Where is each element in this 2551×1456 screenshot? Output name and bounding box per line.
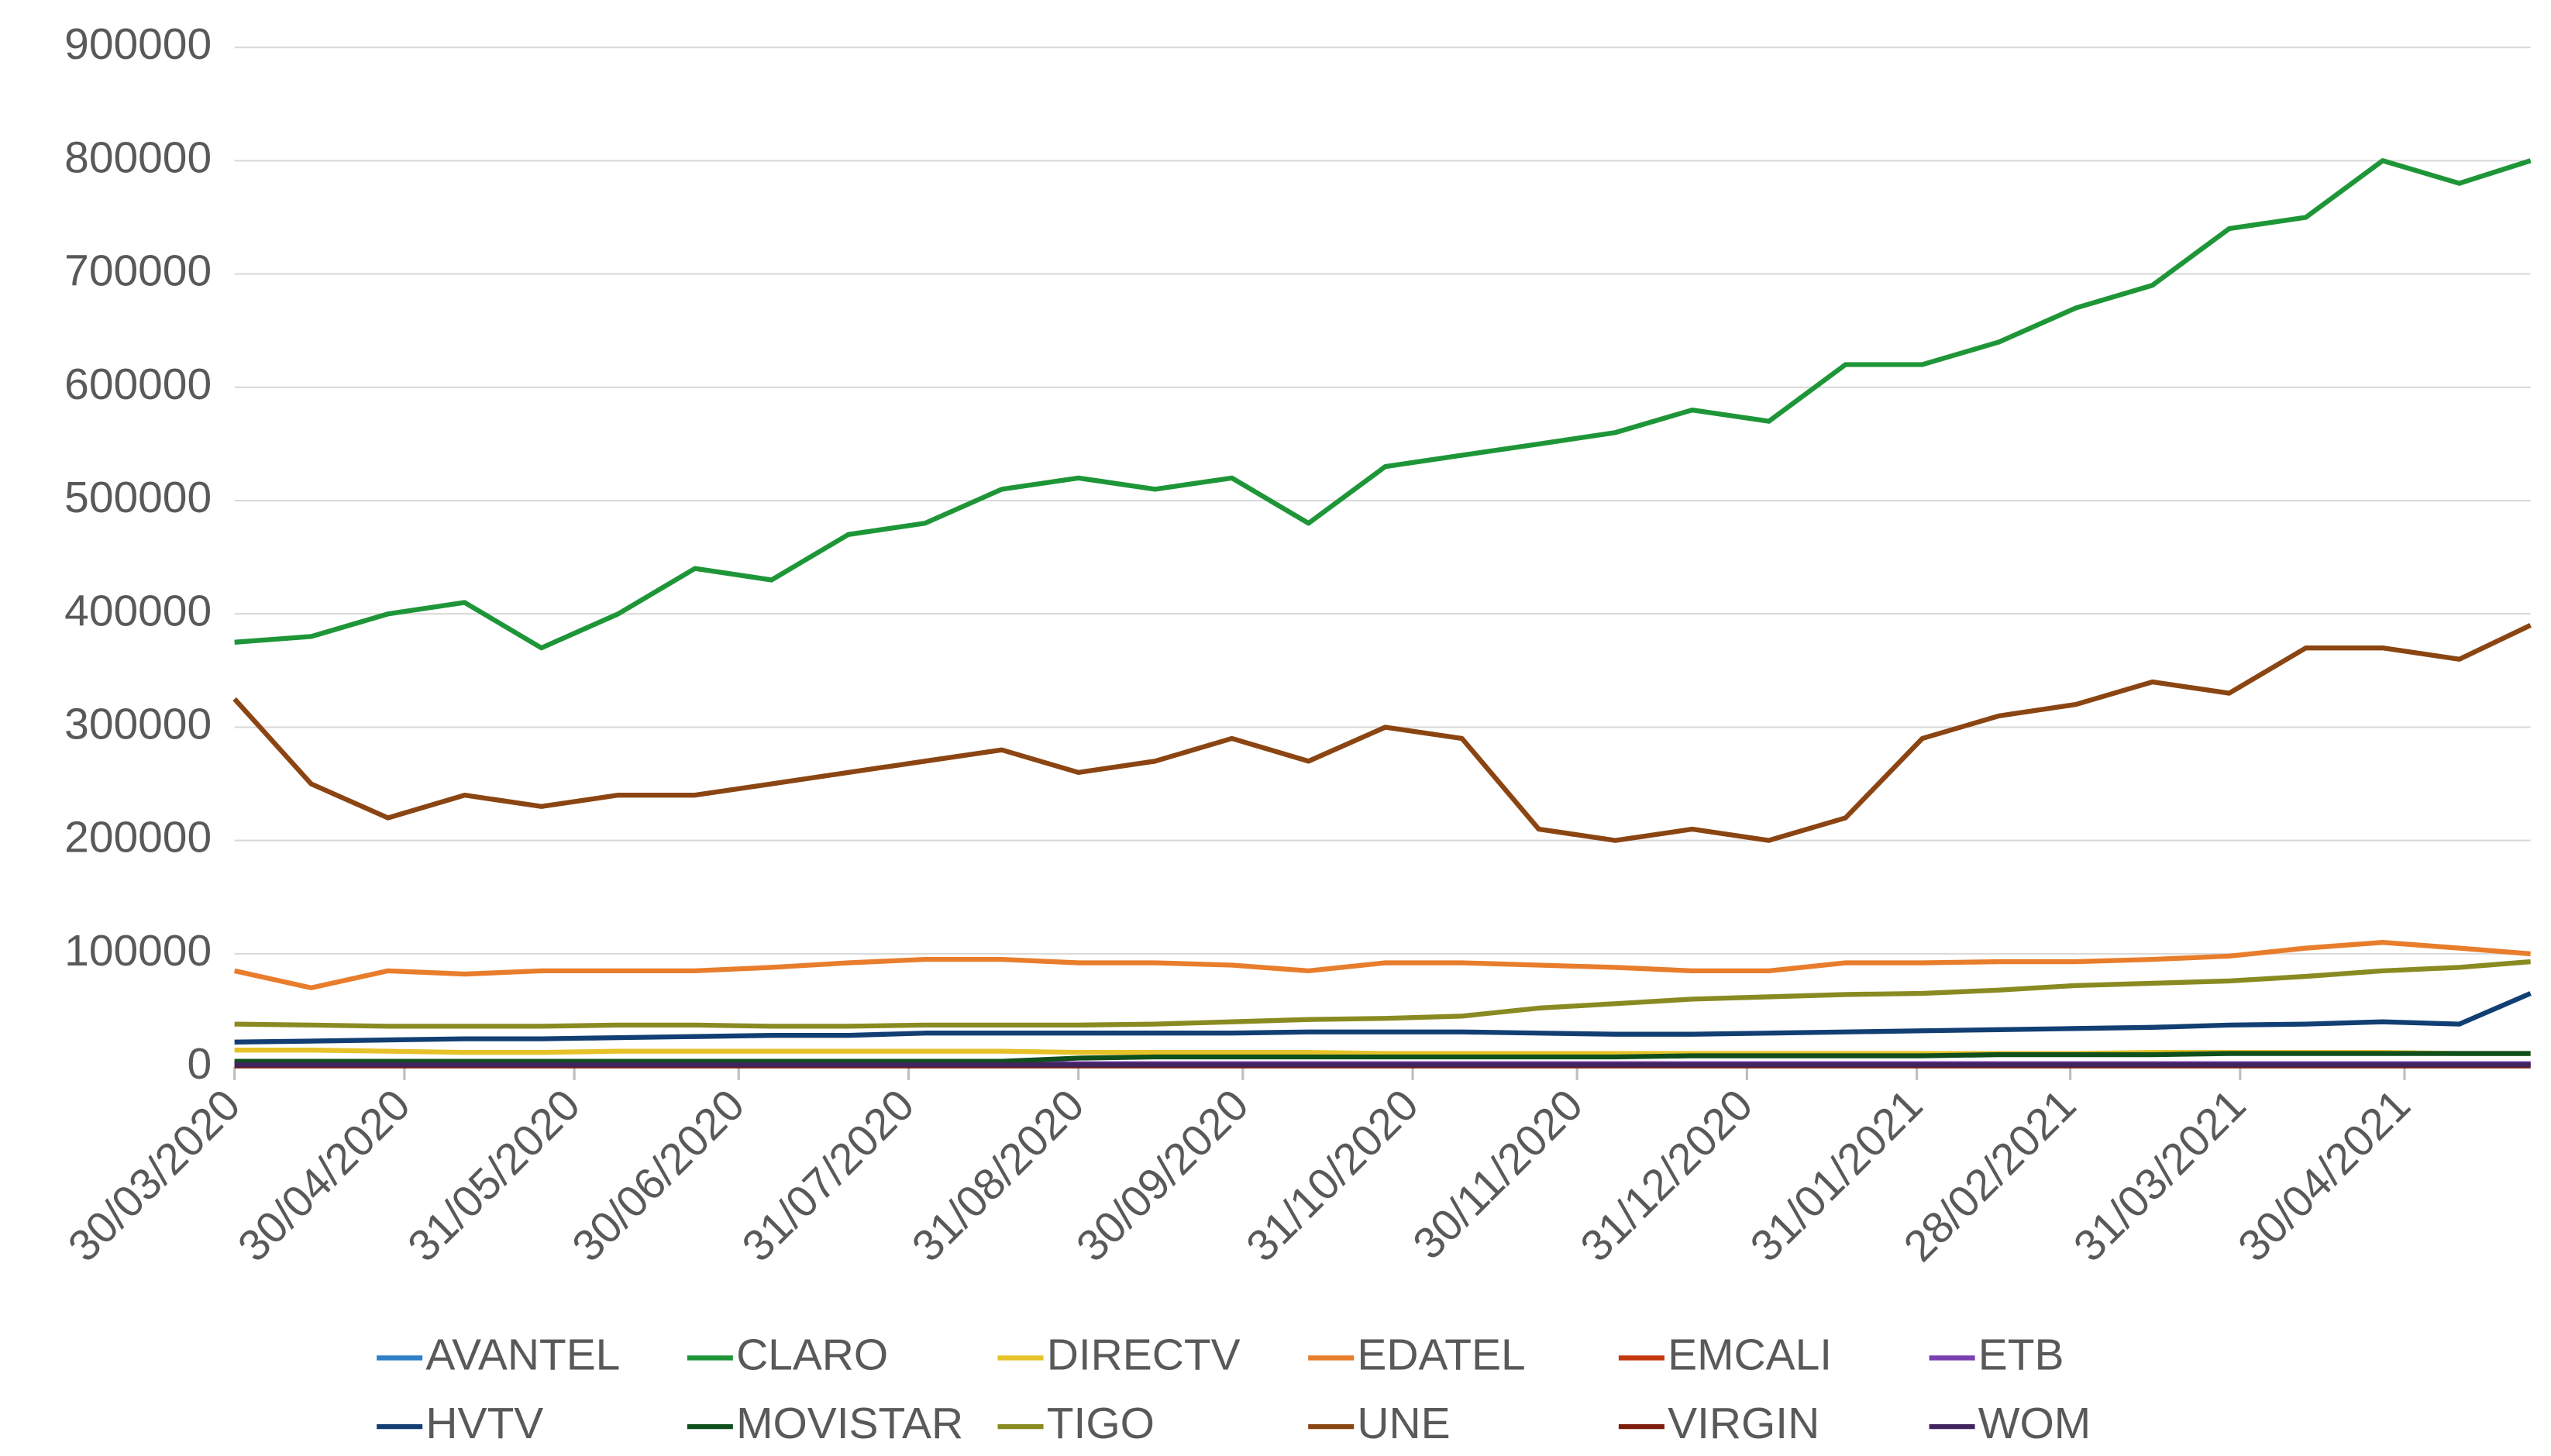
y-tick-label: 100000 xyxy=(64,926,212,976)
data-line xyxy=(233,940,2531,990)
data-line xyxy=(234,158,2532,651)
legend-label: DIRECTV xyxy=(1047,1330,1241,1379)
data-line xyxy=(234,991,2532,1045)
data-line xyxy=(232,622,2532,843)
legend-label: HVTV xyxy=(425,1399,543,1448)
legend-label: UNE xyxy=(1357,1399,1450,1448)
legend-label: ETB xyxy=(1978,1330,2064,1379)
legend-label: VIRGIN xyxy=(1668,1399,1819,1448)
legend-label: TIGO xyxy=(1047,1399,1155,1448)
y-tick-label: 300000 xyxy=(64,699,212,749)
legend-label: EDATEL xyxy=(1357,1330,1525,1379)
legend-label: EMCALI xyxy=(1668,1330,1832,1379)
legend-label: CLARO xyxy=(736,1330,888,1379)
y-tick-label: 700000 xyxy=(64,246,212,296)
y-tick-label: 0 xyxy=(187,1039,212,1089)
y-tick-label: 900000 xyxy=(64,19,212,69)
y-tick-label: 500000 xyxy=(64,473,212,522)
y-tick-label: 600000 xyxy=(64,360,212,409)
legend-label: AVANTEL xyxy=(425,1330,620,1379)
y-tick-label: 800000 xyxy=(64,133,212,182)
y-tick-label: 400000 xyxy=(64,586,212,635)
data-line xyxy=(234,959,2531,1029)
y-tick-label: 200000 xyxy=(64,813,212,862)
legend-label: MOVISTAR xyxy=(736,1399,963,1448)
data-line xyxy=(234,1051,2531,1064)
legend-label: WOM xyxy=(1978,1399,2091,1448)
